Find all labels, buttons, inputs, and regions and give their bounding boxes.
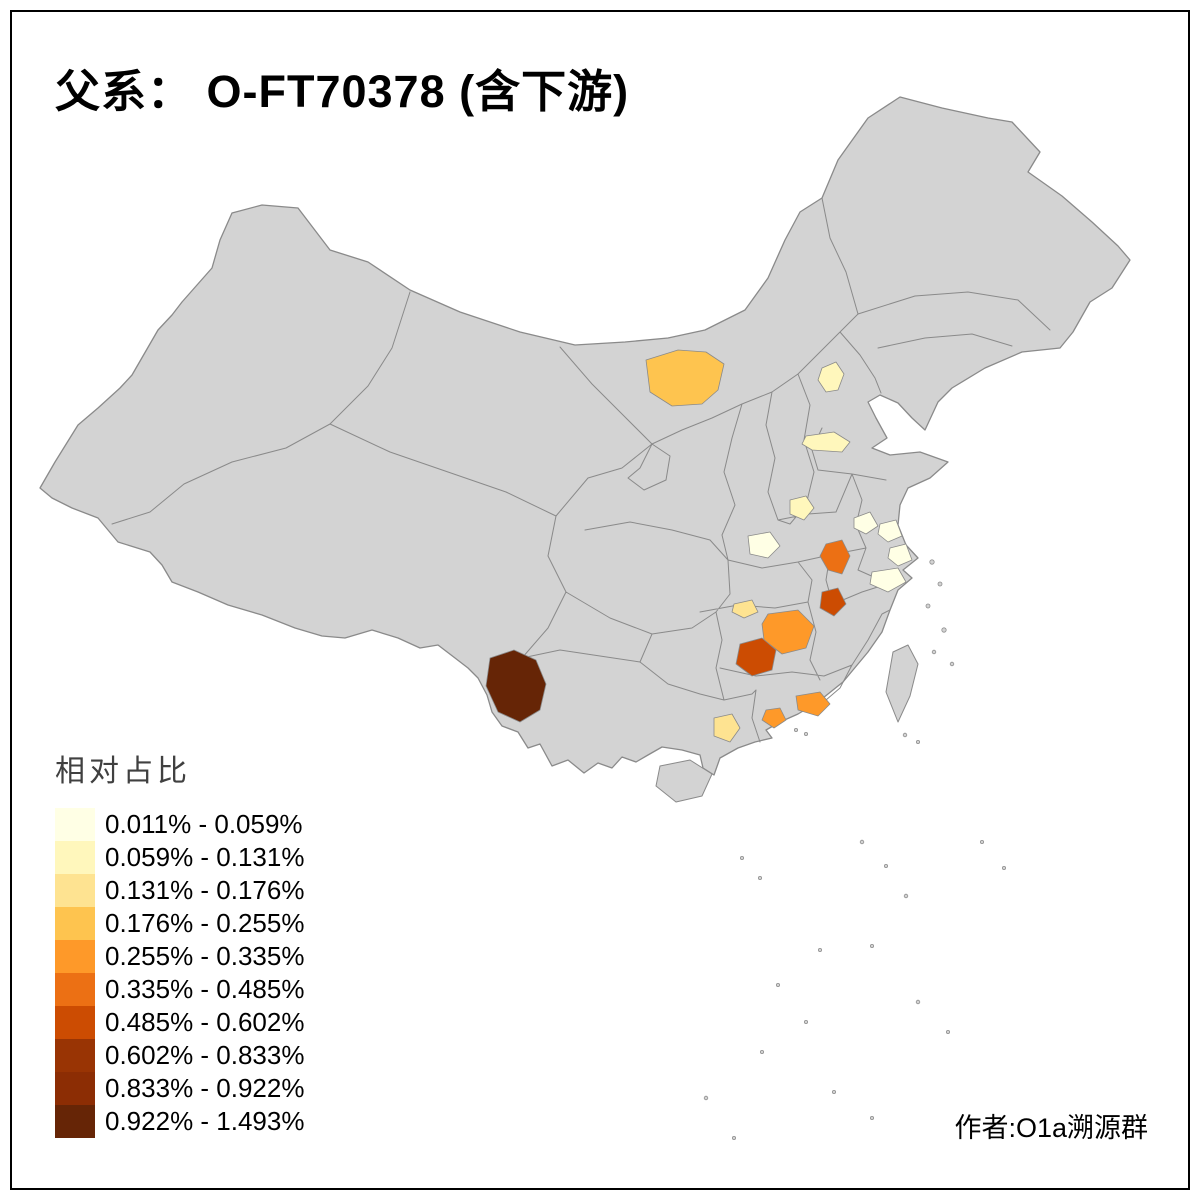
legend-swatch: [55, 973, 95, 1006]
author-credit: 作者:O1a溯源群: [954, 1113, 1148, 1143]
legend-swatch: [55, 1006, 95, 1039]
highlighted-region-jiangsu-south-shanghai: [887, 543, 913, 567]
legend-item: 0.011% - 0.059%: [55, 808, 304, 841]
legend-item: 0.131% - 0.176%: [55, 874, 304, 907]
highlighted-region-shandong-west: [801, 431, 851, 453]
legend-label: 0.011% - 0.059%: [105, 809, 303, 839]
legend-label: 0.833% - 0.922%: [105, 1073, 305, 1103]
legend-swatch: [55, 808, 95, 841]
legend-swatch: [55, 907, 95, 940]
legend-swatch: [55, 940, 95, 973]
highlighted-region-jiangsu-north: [853, 511, 879, 535]
highlighted-region-hunan-north: [731, 599, 759, 619]
highlighted-region-inner-mongolia-west: [645, 349, 725, 407]
legend-item: 0.602% - 0.833%: [55, 1039, 304, 1072]
legend: 相对占比 0.011% - 0.059% 0.059% - 0.131% 0.1…: [55, 746, 304, 1138]
legend-title: 相对占比: [55, 755, 191, 788]
legend-item: 0.485% - 0.602%: [55, 1006, 304, 1039]
legend-item: 0.059% - 0.131%: [55, 841, 304, 874]
legend-swatch: [55, 1039, 95, 1072]
highlighted-region-jiangxi-northeast: [819, 587, 847, 617]
legend-item: 0.255% - 0.335%: [55, 940, 304, 973]
legend-item: 0.833% - 0.922%: [55, 1072, 304, 1105]
taiwan-island: [885, 644, 919, 723]
hainan-island: [655, 759, 713, 803]
legend-item: 0.176% - 0.255%: [55, 907, 304, 940]
highlighted-region-shaanxi-central: [789, 495, 815, 521]
highlighted-region-hunan-east-jiangxi-west: [761, 609, 815, 655]
legend-swatch: [55, 1105, 95, 1138]
mainland-china-shape: [39, 96, 1131, 776]
legend-item: 0.335% - 0.485%: [55, 973, 304, 1006]
highlighted-region-guangdong-pearl-delta: [761, 707, 787, 729]
highlighted-region-zhejiang-north: [869, 567, 907, 593]
highlighted-region-anhui-south: [819, 539, 851, 575]
legend-label: 0.176% - 0.255%: [105, 908, 305, 938]
legend-label: 0.602% - 0.833%: [105, 1040, 305, 1070]
highlighted-region-jiangsu-central: [877, 519, 903, 543]
legend-label: 0.335% - 0.485%: [105, 974, 305, 1004]
legend-swatch: [55, 874, 95, 907]
legend-swatch: [55, 841, 95, 874]
legend-label: 0.059% - 0.131%: [105, 842, 305, 872]
offshore-islands: [703, 559, 1007, 1141]
legend-label: 0.485% - 0.602%: [105, 1007, 305, 1037]
highlighted-regions: [485, 349, 913, 743]
highlighted-region-guizhou-central: [735, 637, 777, 677]
page-title: 父系： O-FT70378 (含下游): [55, 66, 630, 117]
highlighted-region-guangxi-south: [713, 713, 741, 743]
highlighted-region-beijing-hebei: [817, 361, 845, 393]
highlighted-region-guangdong-east: [795, 691, 831, 717]
highlighted-region-yunnan-west: [485, 649, 547, 723]
legend-item: 0.922% - 1.493%: [55, 1105, 304, 1138]
legend-label: 0.922% - 1.493%: [105, 1106, 305, 1136]
legend-label: 0.255% - 0.335%: [105, 941, 305, 971]
legend-label: 0.131% - 0.176%: [105, 875, 305, 905]
legend-swatch: [55, 1072, 95, 1105]
highlighted-region-henan-central: [747, 531, 781, 559]
